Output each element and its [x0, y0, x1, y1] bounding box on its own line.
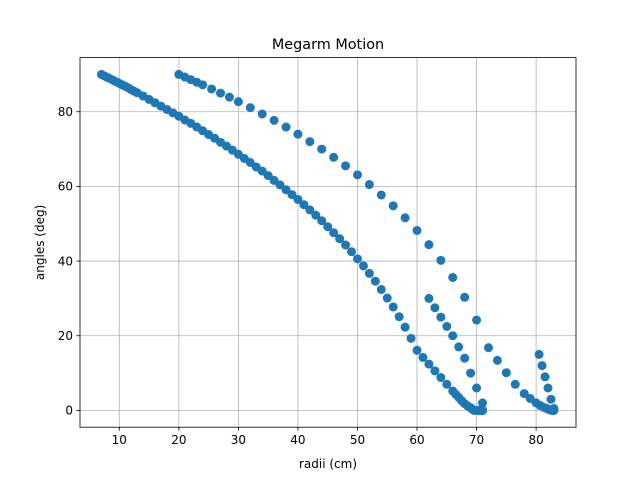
data-point — [299, 200, 309, 210]
x-axis-ticks: 10 20 30 40 50 60 70 80 — [112, 427, 544, 447]
data-point — [436, 255, 446, 265]
y-axis-ticks: 0 20 40 60 80 — [58, 105, 80, 418]
data-point — [329, 152, 339, 162]
data-point — [364, 180, 374, 190]
data-point — [412, 225, 422, 235]
data-point — [519, 389, 529, 399]
data-point — [540, 372, 550, 382]
data-point — [341, 240, 351, 250]
x-tick-label: 20 — [171, 433, 186, 447]
data-point — [207, 84, 217, 94]
data-point — [430, 303, 440, 313]
data-point — [400, 213, 410, 223]
data-point — [376, 190, 386, 200]
data-point — [501, 368, 511, 378]
data-point — [424, 240, 434, 250]
data-point — [400, 322, 410, 332]
data-point — [275, 180, 285, 190]
data-point — [382, 293, 392, 303]
data-point — [323, 222, 333, 232]
data-point — [442, 379, 452, 389]
x-axis-label: radii (cm) — [299, 457, 357, 471]
data-point — [430, 366, 440, 376]
data-point — [483, 343, 493, 353]
data-point — [454, 342, 464, 352]
data-point — [412, 345, 422, 355]
data-point — [448, 331, 458, 341]
data-point — [281, 185, 291, 195]
data-point — [418, 352, 428, 362]
data-point — [546, 394, 556, 404]
data-point — [293, 194, 303, 204]
data-point — [388, 201, 398, 211]
data-point — [376, 284, 386, 294]
plot-frame — [79, 57, 577, 428]
data-point — [245, 103, 255, 113]
data-point — [198, 80, 208, 90]
data-point — [406, 333, 416, 343]
chart-title: Megarm Motion — [272, 37, 384, 53]
y-axis-label: angles (deg) — [33, 205, 47, 280]
data-point — [424, 359, 434, 369]
data-point — [448, 272, 458, 282]
data-point — [233, 97, 243, 107]
data-point — [537, 361, 547, 371]
x-tick-label: 10 — [112, 433, 127, 447]
data-point — [305, 137, 315, 147]
data-point — [257, 109, 267, 119]
data-point — [287, 190, 297, 200]
data-point — [478, 398, 488, 408]
data-point — [352, 254, 362, 264]
y-tick-label: 60 — [58, 180, 73, 194]
y-tick-label: 0 — [65, 404, 73, 418]
y-tick-label: 80 — [58, 105, 73, 119]
data-point — [510, 379, 520, 389]
data-point — [347, 247, 357, 257]
data-point — [460, 353, 470, 363]
data-point — [305, 205, 315, 215]
data-point — [293, 129, 303, 139]
data-point — [460, 292, 470, 302]
x-tick-label: 60 — [409, 433, 424, 447]
data-point — [281, 122, 291, 132]
data-point — [352, 170, 362, 180]
data-point — [492, 355, 502, 365]
x-tick-label: 40 — [290, 433, 305, 447]
data-point — [478, 405, 488, 415]
x-tick-label: 30 — [231, 433, 246, 447]
data-point — [388, 302, 398, 312]
data-point — [269, 115, 279, 125]
data-point — [335, 234, 345, 244]
data-point — [317, 144, 327, 154]
data-point — [472, 315, 482, 325]
x-tick-label: 70 — [469, 433, 484, 447]
data-point — [436, 373, 446, 383]
data-point — [263, 171, 273, 181]
data-point — [317, 216, 327, 226]
data-point — [370, 276, 380, 286]
data-point — [472, 383, 482, 393]
data-points — [96, 69, 559, 415]
data-point — [311, 210, 321, 220]
data-point — [466, 368, 476, 378]
data-point — [329, 228, 339, 238]
data-point — [424, 293, 434, 303]
data-point — [442, 321, 452, 331]
data-point — [216, 88, 226, 98]
data-point — [341, 161, 351, 171]
data-point — [436, 312, 446, 322]
x-tick-label: 50 — [350, 433, 365, 447]
data-point — [543, 383, 553, 393]
data-point — [534, 349, 544, 359]
data-point — [549, 404, 559, 414]
data-point — [394, 312, 404, 322]
data-point — [224, 92, 234, 102]
data-point — [364, 268, 374, 278]
x-tick-label: 80 — [528, 433, 543, 447]
data-point — [358, 261, 368, 271]
y-tick-label: 40 — [58, 254, 73, 268]
y-tick-label: 20 — [58, 329, 73, 343]
grid — [80, 57, 576, 428]
